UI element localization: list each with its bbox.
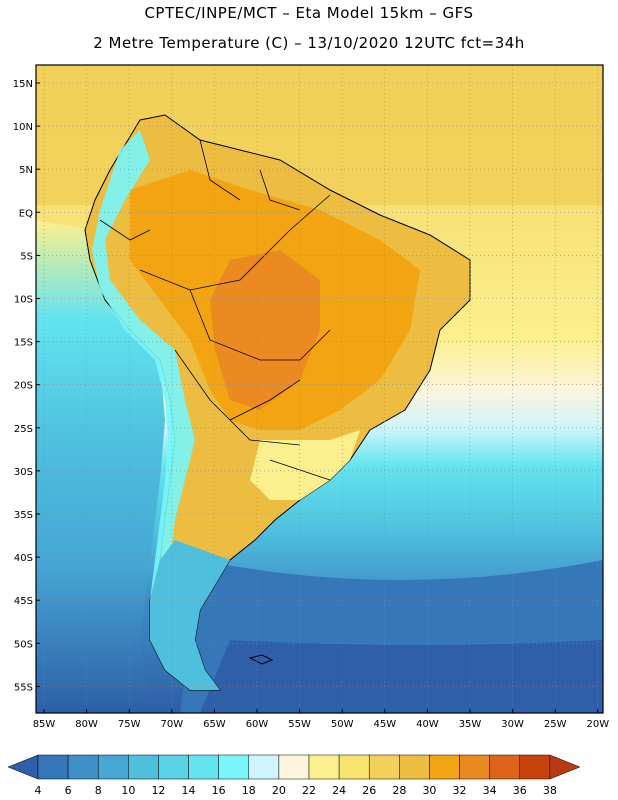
colorbar-label: 24 (332, 784, 346, 797)
colorbar-label: 16 (212, 784, 226, 797)
colorbar-swatch (429, 754, 460, 780)
southern-brazil-mild (250, 430, 360, 500)
colorbar-label: 32 (453, 784, 467, 797)
latitude-labels: 15N 10N 5N EQ 5S 10S 15S 20S 25S 30S 35S 40S 45S 50S 5… (13, 79, 40, 693)
lon-label: 40W (416, 719, 439, 730)
patagonia-cool-region (150, 540, 230, 690)
lon-label: 50W (331, 719, 354, 730)
falkland-islands (248, 654, 274, 665)
lon-label: 45W (373, 719, 396, 730)
colorbar-swatch (158, 754, 189, 780)
lat-label: 5N (19, 165, 33, 176)
colorbar-label: 10 (121, 784, 135, 797)
lat-label: EQ (19, 208, 33, 219)
colorbar-swatch (308, 754, 340, 780)
colorbar-swatch (519, 754, 551, 780)
colorbar-label: 14 (182, 784, 196, 797)
colorbar-swatch (67, 754, 99, 780)
colorbar-swatch (37, 754, 69, 780)
colorbar-swatch (368, 754, 400, 780)
colorbar-swatch (459, 754, 490, 780)
lon-label: 80W (75, 719, 98, 730)
longitude-labels: 85W 80W 75W 70W 65W 60W 55W 50W 45W 40W 35W 30W 25W 2… (33, 709, 609, 730)
central-brazil-hottest (210, 250, 320, 410)
map-subtitle: 2 Metre Temperature (C) – 13/10/2020 12U… (93, 34, 525, 52)
colorbar-label: 22 (302, 784, 316, 797)
lat-label: 45S (14, 596, 33, 607)
lon-label: 60W (246, 719, 269, 730)
colorbar-swatch (97, 754, 129, 780)
lon-label: 85W (33, 719, 56, 730)
andes-cool-strip (92, 130, 195, 640)
colorbar-label: 12 (151, 784, 165, 797)
colorbar-label: 18 (242, 784, 256, 797)
colorbar-label: 38 (543, 784, 557, 797)
lon-label: 55W (288, 719, 311, 730)
colorbar: 4 6 8 10 12 14 16 18 20 22 24 26 28 30 32 34 36 38 (7, 754, 581, 797)
graticule (36, 65, 603, 713)
colorbar-label: 4 (35, 784, 42, 797)
country-borders (99, 139, 331, 481)
lat-label: 15S (14, 338, 33, 349)
colorbar-swatch (278, 754, 310, 780)
lat-label: 20S (14, 381, 33, 392)
lat-label: 5S (20, 251, 33, 262)
lon-label: 75W (118, 719, 141, 730)
lat-label: 15N (13, 79, 33, 90)
lon-label: 35W (459, 719, 482, 730)
lon-label: 70W (160, 719, 183, 730)
colorbar-label: 34 (483, 784, 497, 797)
lat-label: 50S (14, 639, 33, 650)
colorbar-swatch (489, 754, 521, 780)
lat-label: 40S (14, 553, 33, 564)
map-frame (35, 64, 604, 714)
lat-label: 55S (14, 682, 33, 693)
lat-label: 25S (14, 424, 33, 435)
colorbar-label: 20 (272, 784, 286, 797)
colorbar-swatch (218, 754, 250, 780)
colorbar-swatch (338, 754, 370, 780)
lon-label: 30W (501, 719, 524, 730)
lon-label: 20W (586, 719, 609, 730)
colorbar-label: 8 (95, 784, 102, 797)
lon-label: 25W (544, 719, 567, 730)
lon-label: 65W (203, 719, 226, 730)
colorbar-low-arrow (7, 754, 39, 780)
colorbar-swatch (399, 754, 430, 780)
lat-label: 35S (14, 510, 33, 521)
colorbar-label: 6 (65, 784, 72, 797)
colorbar-high-arrow (549, 754, 581, 780)
lat-label: 10N (13, 122, 33, 133)
lat-label: 10S (14, 295, 33, 306)
colorbar-label: 30 (422, 784, 436, 797)
colorbar-label: 26 (362, 784, 376, 797)
colorbar-label: 28 (392, 784, 406, 797)
colorbar-swatch (248, 754, 280, 780)
lat-label: 30S (14, 467, 33, 478)
pacific-ocean-field (36, 220, 165, 713)
map-title: CPTEC/INPE/MCT – Eta Model 15km – GFS (144, 4, 474, 22)
colorbar-swatch (128, 754, 159, 780)
colorbar-label: 36 (513, 784, 527, 797)
southern-ocean-colder-field (200, 640, 603, 713)
colorbar-swatch (188, 754, 219, 780)
